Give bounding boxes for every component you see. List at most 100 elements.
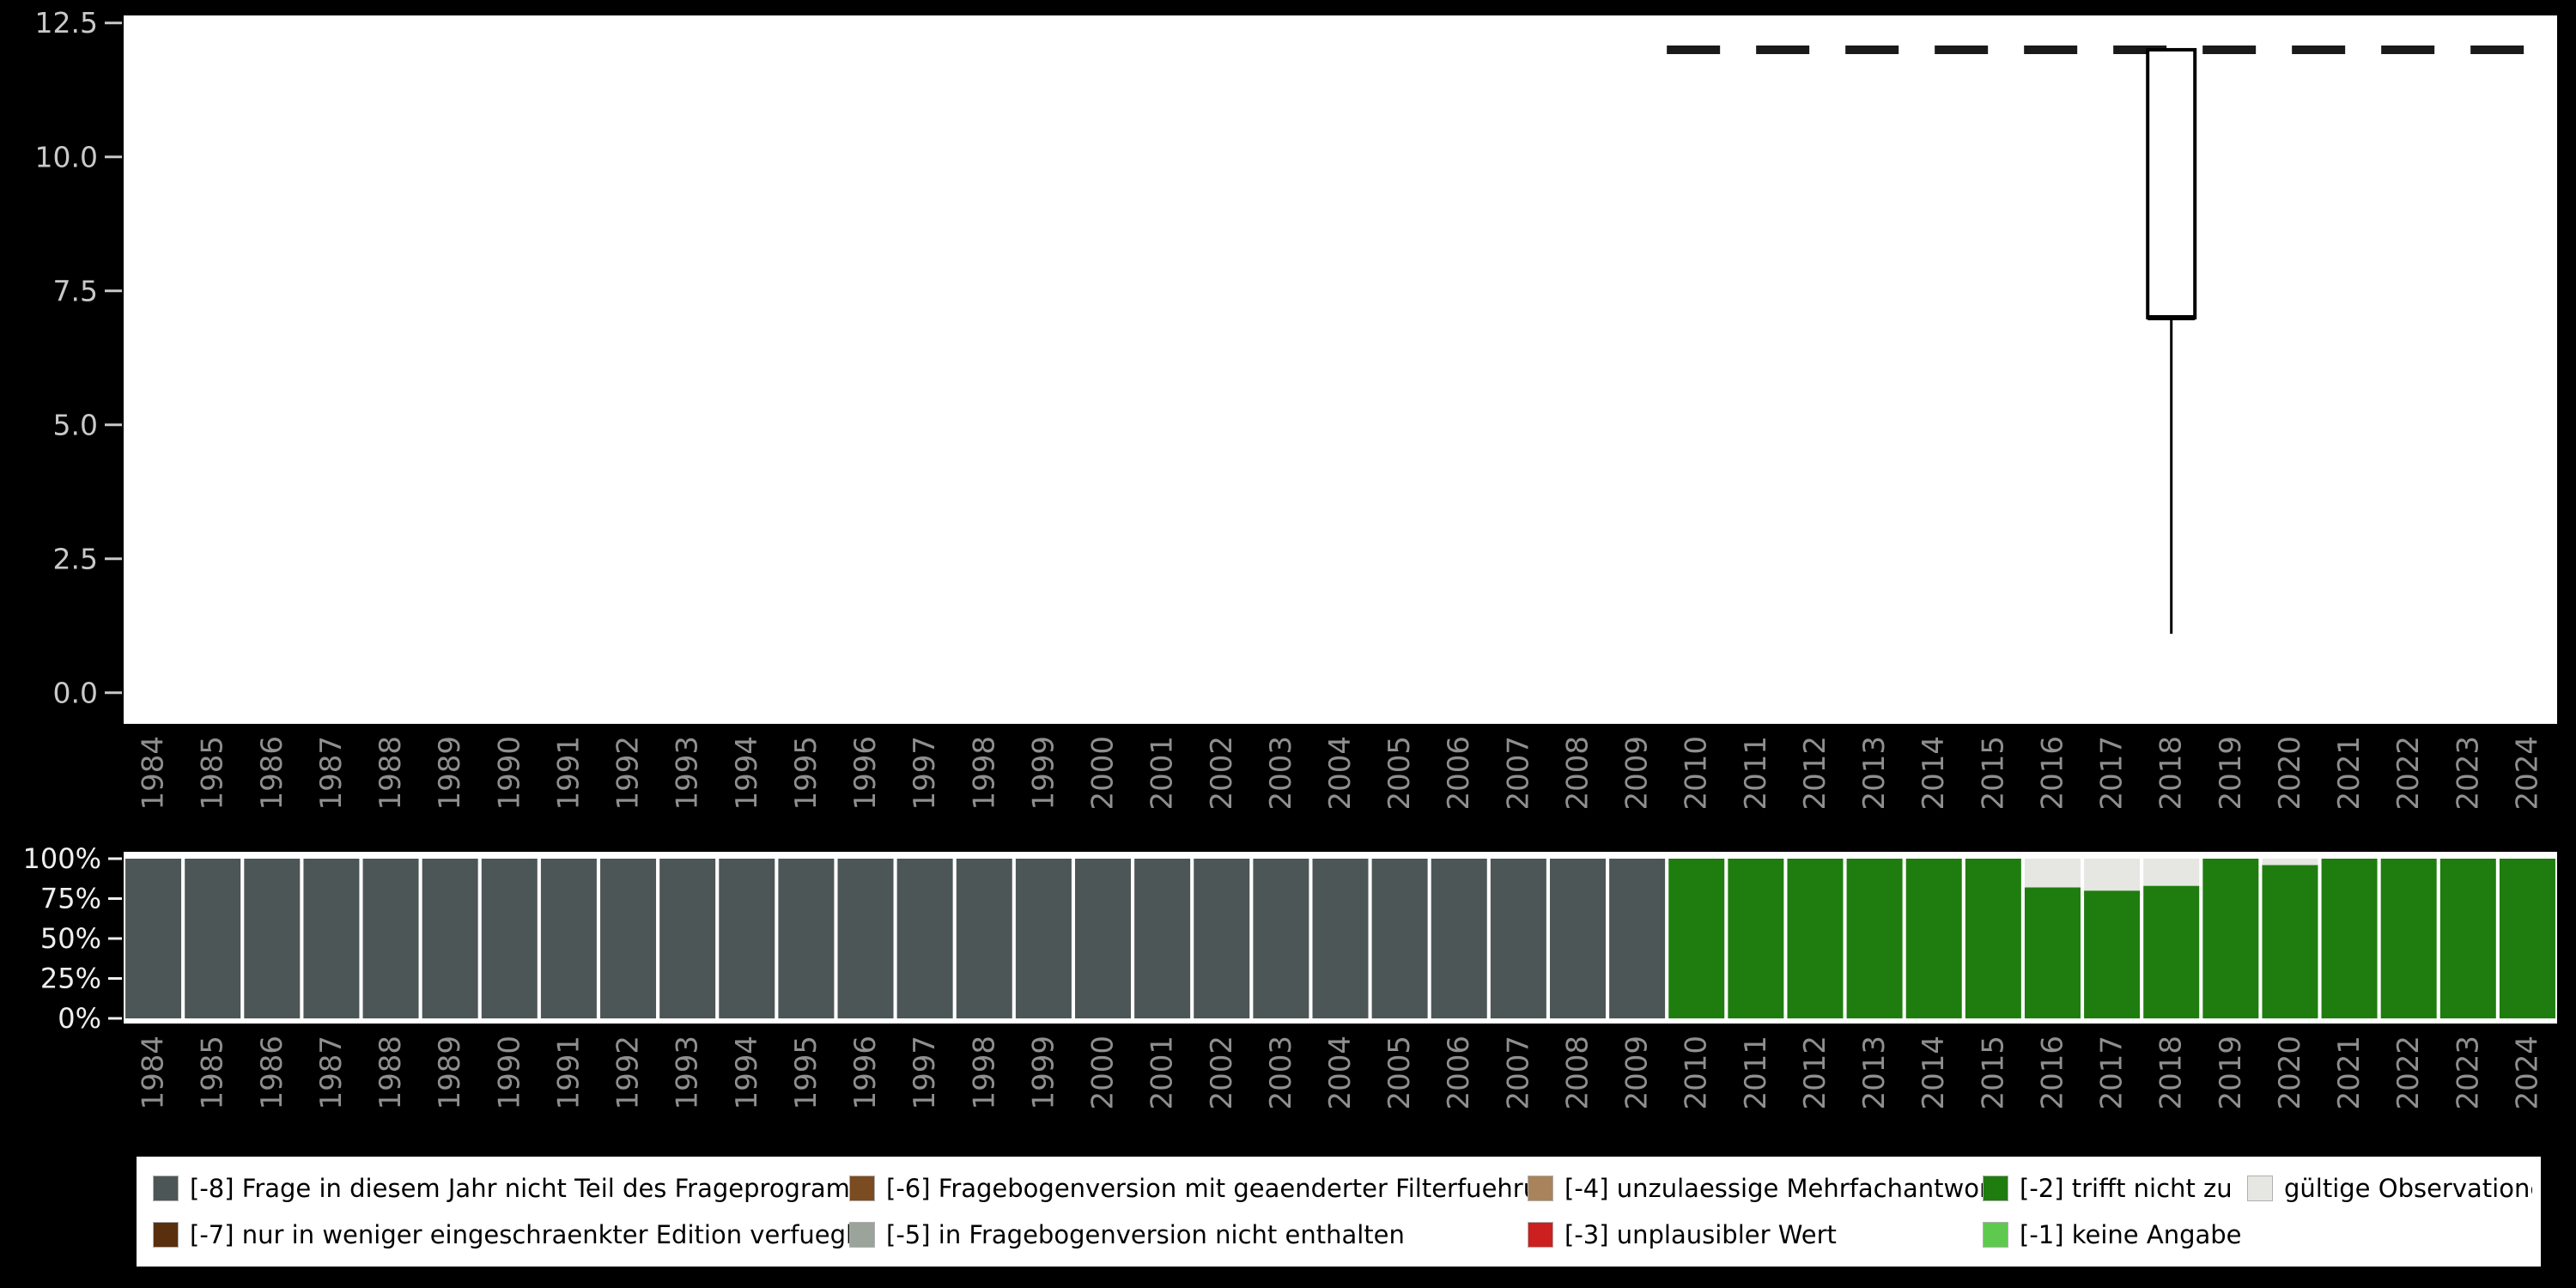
legend-swatch-minus6: [849, 1176, 875, 1201]
x-axis-tick-label: 2013: [1857, 736, 1892, 811]
legend-swatch-minus2: [1983, 1176, 2008, 1201]
x-axis-tick-label: 1990: [492, 736, 526, 811]
x-axis-tick-label: 1989: [433, 1036, 467, 1110]
legend-item: gültige Observationen: [2247, 1174, 2532, 1203]
x-axis-tick-label: 1992: [611, 736, 646, 811]
x-axis-tick-label: 2015: [1976, 736, 2010, 811]
bar-segment-minus8: [1431, 859, 1487, 1018]
y-axis-tick-label: 2.5: [53, 542, 98, 575]
x-axis-tick-label: 1996: [848, 736, 883, 811]
x-axis-tick-label: 1997: [908, 736, 942, 811]
y-axis-tick-label: 12.5: [35, 6, 98, 39]
x-axis-tick-label: 1986: [255, 1036, 289, 1110]
x-axis-tick-label: 2001: [1145, 736, 1180, 811]
x-axis-tick-label: 1995: [789, 1036, 823, 1110]
legend-label: [-8] Frage in diesem Jahr nicht Teil des…: [190, 1174, 849, 1203]
x-axis-tick-label: 1999: [1026, 736, 1060, 811]
x-axis-tick-label: 2011: [1739, 736, 1773, 811]
bar-segment-valid: [2143, 859, 2200, 886]
bar-segment-minus8: [185, 859, 241, 1018]
x-axis-tick-label: 2010: [1680, 736, 1714, 811]
x-axis-tick-label: 2009: [1620, 736, 1655, 811]
bar-segment-minus8: [778, 859, 835, 1018]
x-axis-tick-label: 2005: [1382, 1036, 1417, 1110]
y-axis-tick-label: 7.5: [53, 274, 98, 307]
x-axis-tick-label: 2009: [1620, 1036, 1655, 1110]
bar-segment-minus8: [1075, 859, 1132, 1018]
x-axis-tick-label: 1993: [671, 1036, 705, 1110]
legend-label: [-6] Fragebogenversion mit geaenderter F…: [886, 1174, 1528, 1203]
x-axis-tick-label: 2019: [2214, 736, 2248, 811]
x-axis-tick-label: 2017: [2095, 736, 2129, 811]
x-axis-tick-label: 1986: [255, 736, 289, 811]
bar-segment-minus8: [303, 859, 360, 1018]
x-axis-tick-label: 2016: [2035, 736, 2069, 811]
y-axis-tick-label: 75%: [40, 883, 101, 915]
bar-segment-minus8: [1312, 859, 1369, 1018]
x-axis-tick-label: 2001: [1145, 1036, 1180, 1110]
legend-label: [-1] keine Angabe: [2020, 1220, 2242, 1249]
legend-item: [-2] trifft nicht zu: [1983, 1174, 2247, 1203]
boxplot-chart: 0.0 2.5 5.0 7.5 10.0 12.5 1984 1985 1986 1987 1988…: [35, 6, 2557, 811]
x-axis-tick-label: 2003: [1264, 1036, 1298, 1110]
legend-item: [-3] unplausibler Wert: [1528, 1220, 1983, 1249]
legend-swatch-minus7: [153, 1222, 179, 1248]
x-axis-tick-label: 2024: [2510, 1036, 2544, 1110]
x-axis-tick-label: 2008: [1560, 1036, 1595, 1110]
legend-label: [-3] unplausibler Wert: [1564, 1220, 1837, 1249]
legend-swatch-minus1: [1983, 1222, 2008, 1248]
x-axis-tick-label: 1988: [374, 1036, 408, 1110]
x-axis-tick-label: 2010: [1680, 1036, 1714, 1110]
legend-label: gültige Observationen: [2284, 1174, 2532, 1203]
bar-segment-minus2: [2143, 885, 2200, 1018]
x-axis-tick-label: 1993: [671, 736, 705, 811]
bar-segment-minus8: [1194, 859, 1250, 1018]
bar-segment-minus8: [719, 859, 775, 1018]
x-axis-tick-label: 1987: [314, 1036, 349, 1110]
x-axis-tick-label: 2004: [1323, 736, 1358, 811]
legend-label: [-2] trifft nicht zu: [2020, 1174, 2233, 1203]
bar-segment-minus2: [2084, 890, 2141, 1018]
legend-item: [-7] nur in weniger eingeschraenkter Edi…: [153, 1220, 849, 1249]
x-axis-tick-label: 1994: [730, 736, 764, 811]
legend-item: [-8] Frage in diesem Jahr nicht Teil des…: [153, 1174, 849, 1203]
x-axis-tick-label: 2020: [2273, 1036, 2307, 1110]
x-axis-tick-label: 1996: [848, 1036, 883, 1110]
x-axis-tick-label: 2006: [1442, 1036, 1476, 1110]
x-axis-tick-label: 1987: [314, 736, 349, 811]
x-axis-tick-label: 2006: [1442, 736, 1476, 811]
x-axis-tick-label: 2002: [1205, 1036, 1239, 1110]
x-axis-tick-label: 1991: [551, 1036, 586, 1110]
bar-segment-minus8: [244, 859, 301, 1018]
bar-segment-minus8: [600, 859, 657, 1018]
bar-segment-minus2: [1668, 859, 1725, 1018]
bar-segment-minus2: [2321, 859, 2378, 1018]
bar-segment-minus8: [1253, 859, 1309, 1018]
bar-segment-minus2: [1728, 859, 1784, 1018]
x-axis-tick-label: 2003: [1264, 736, 1298, 811]
bar-segment-minus2: [2439, 859, 2496, 1018]
bar-segment-minus8: [896, 859, 953, 1018]
x-axis-tick-label: 2016: [2035, 1036, 2069, 1110]
bar-segment-minus8: [1609, 859, 1666, 1018]
legend-item: [-6] Fragebogenversion mit geaenderter F…: [849, 1174, 1528, 1203]
bar-segment-minus2: [2380, 859, 2437, 1018]
x-axis-tick-label: 1991: [551, 736, 586, 811]
x-axis-tick-label: 2014: [1917, 1036, 1951, 1110]
boxplot-box: [2146, 47, 2197, 319]
legend-swatch-minus8: [153, 1176, 179, 1201]
legend-item: [-5] in Fragebogenversion nicht enthalte…: [849, 1220, 1528, 1249]
legend-item: [-1] keine Angabe: [1983, 1220, 2247, 1249]
bar-segment-minus8: [659, 859, 716, 1018]
bar-segment-valid: [2024, 859, 2081, 888]
x-axis-tick-label: 1984: [137, 736, 171, 811]
x-axis-tick-label: 2022: [2391, 1036, 2426, 1110]
bar-segment-minus8: [1015, 859, 1072, 1018]
x-axis-tick-label: 1990: [492, 1036, 526, 1110]
x-axis-tick-label: 1992: [611, 1036, 646, 1110]
bar-segment-valid: [2084, 859, 2141, 891]
x-axis-tick-label: 2018: [2154, 1036, 2189, 1110]
legend-label: [-5] in Fragebogenversion nicht enthalte…: [886, 1220, 1405, 1249]
